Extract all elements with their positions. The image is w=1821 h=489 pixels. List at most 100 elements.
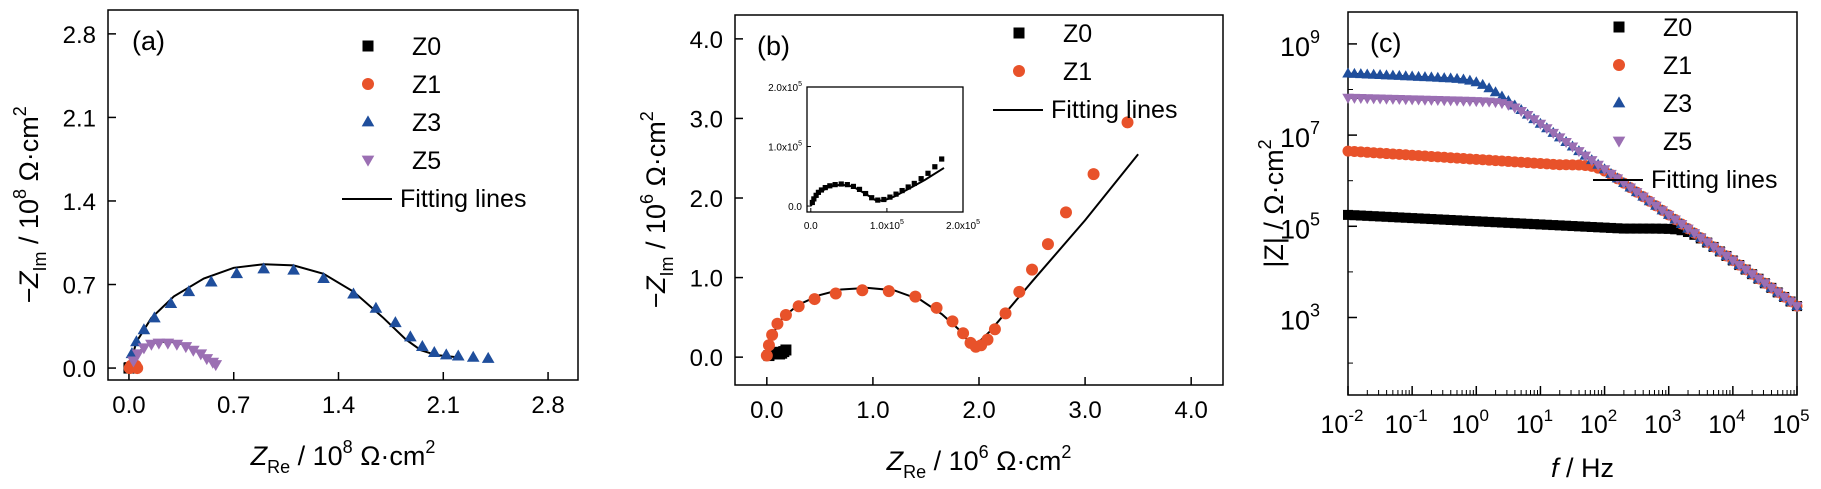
inset-data-point bbox=[887, 194, 893, 200]
x-axis-label: ZRe / 106 Ω·cm2 bbox=[886, 442, 1072, 482]
data-point-z0 bbox=[1432, 214, 1443, 225]
x-tick-label: 103 bbox=[1644, 406, 1681, 439]
data-point-z5 bbox=[127, 356, 140, 368]
data-point-z3 bbox=[451, 349, 465, 361]
data-point-z5 bbox=[1560, 137, 1572, 148]
inset-data-point bbox=[939, 156, 945, 162]
legend-label-z1: Z1 bbox=[412, 71, 441, 99]
data-point-z3 bbox=[148, 311, 161, 323]
data-point-z0 bbox=[1580, 221, 1591, 232]
data-point-z0 bbox=[1439, 214, 1450, 225]
panel-c-bode-plot: 10-2 10-1 100 101 102 103 104 105 103 105 107 109 (c… bbox=[1255, 11, 1810, 483]
data-point-z3 bbox=[182, 285, 196, 297]
data-point-z5 bbox=[152, 338, 166, 350]
data-point-z1 bbox=[1041, 238, 1054, 251]
data-point-z1 bbox=[808, 293, 821, 306]
data-point-z5 bbox=[1598, 165, 1611, 176]
data-point-z5 bbox=[1624, 183, 1636, 194]
data-point-z5 bbox=[1720, 251, 1733, 262]
inset-frame bbox=[806, 86, 964, 213]
inset-data-point bbox=[822, 184, 828, 191]
legend-marker-z5 bbox=[361, 155, 375, 167]
data-point-z3 bbox=[481, 351, 495, 363]
fit-line bbox=[127, 263, 459, 369]
data-point-z5 bbox=[1656, 206, 1669, 217]
y-tick-label: 1.4 bbox=[63, 189, 96, 216]
data-point-z5 bbox=[1573, 147, 1585, 158]
x-tick-label: 4.0 bbox=[1174, 397, 1207, 424]
data-point-z1 bbox=[829, 287, 842, 300]
x-axis-label: ZRe / 108 Ω·cm2 bbox=[250, 437, 436, 477]
data-point-z0 bbox=[1368, 211, 1379, 222]
data-point-z3 bbox=[287, 263, 300, 275]
legend-label-z3: Z3 bbox=[1663, 90, 1692, 118]
data-point-z5 bbox=[1541, 124, 1553, 135]
x-tick-label: 0.0 bbox=[112, 392, 145, 419]
data-point-z3 bbox=[1476, 78, 1489, 89]
data-point-z0 bbox=[1650, 223, 1661, 234]
data-point-z0 bbox=[1541, 219, 1552, 230]
y-tick-label: 2.8 bbox=[63, 22, 96, 49]
data-point-z0 bbox=[1535, 219, 1546, 230]
y-tick-label: 2.1 bbox=[63, 105, 96, 132]
data-point-z5 bbox=[1521, 110, 1534, 121]
data-point-z5 bbox=[1701, 238, 1713, 249]
y-tick-label: 0.0 bbox=[63, 356, 96, 383]
data-point-z1 bbox=[957, 327, 970, 340]
data-point-z3 bbox=[1470, 76, 1483, 87]
data-point-z0 bbox=[1477, 216, 1488, 227]
data-point-z0 bbox=[1362, 210, 1373, 221]
y-axis-label: |Z| / Ω·cm2 bbox=[1255, 139, 1289, 267]
data-point-z5 bbox=[1707, 242, 1720, 253]
data-point-z0 bbox=[1419, 213, 1430, 224]
panel-a-frame bbox=[107, 9, 579, 381]
data-point-z0 bbox=[1567, 221, 1578, 232]
data-point-z5 bbox=[1733, 261, 1746, 272]
legend-marker-z1 bbox=[1613, 59, 1625, 71]
legend-label-z0: Z0 bbox=[412, 33, 441, 61]
data-point-z0 bbox=[1381, 211, 1392, 222]
inset-y-tick-label: 1.0x105 bbox=[768, 141, 802, 154]
data-point-z0 bbox=[1503, 217, 1514, 228]
data-point-z0 bbox=[1516, 218, 1527, 229]
data-point-z5 bbox=[1784, 297, 1797, 308]
data-point-z0 bbox=[1573, 221, 1584, 232]
data-point-z3 bbox=[317, 271, 330, 283]
data-point-z0 bbox=[1586, 221, 1597, 232]
data-point-z3 bbox=[427, 345, 441, 357]
legend-label-fitting-lines: Fitting lines bbox=[400, 185, 526, 213]
data-point-z5 bbox=[1650, 201, 1662, 212]
x-tick-label: 0.7 bbox=[217, 392, 250, 419]
data-point-z1 bbox=[882, 285, 895, 298]
data-point-z1 bbox=[856, 284, 869, 297]
panel-a-nyquist-plot: 0.0 0.7 1.4 2.1 2.8 0.0 0.7 1.4 2.1 2.8 (a) ZRe / 1… bbox=[10, 9, 579, 477]
x-tick-label: 2.8 bbox=[531, 392, 564, 419]
legend-marker-z5 bbox=[1612, 136, 1626, 148]
data-point-z3 bbox=[164, 297, 178, 309]
data-point-z5 bbox=[1534, 119, 1547, 130]
data-point-z5 bbox=[145, 339, 158, 351]
panel-label: (a) bbox=[132, 26, 165, 56]
x-tick-label: 101 bbox=[1516, 406, 1553, 439]
data-point-z1 bbox=[1059, 206, 1072, 219]
data-point-z5 bbox=[1791, 302, 1803, 313]
data-point-z0 bbox=[1484, 216, 1495, 227]
y-tick-label: 109 bbox=[1280, 27, 1320, 62]
x-tick-label: 10-1 bbox=[1385, 406, 1428, 439]
legend-marker-z3 bbox=[361, 115, 375, 127]
data-point-z5 bbox=[209, 360, 223, 372]
data-point-z0 bbox=[1554, 220, 1565, 231]
inset-data-point bbox=[827, 183, 833, 189]
data-point-z0 bbox=[1407, 213, 1418, 224]
data-point-z5 bbox=[1509, 103, 1521, 114]
data-point-z0 bbox=[1548, 220, 1559, 231]
data-point-z0 bbox=[1496, 217, 1507, 228]
inset-data-point bbox=[905, 184, 911, 190]
legend-label-fitting-lines: Fitting lines bbox=[1651, 166, 1777, 194]
data-point-z3 bbox=[1496, 90, 1508, 101]
data-point-z1 bbox=[988, 323, 1001, 336]
data-point-z0 bbox=[1644, 223, 1655, 234]
data-point-z5 bbox=[131, 349, 145, 361]
inset-x-tick-label: 2.0x105 bbox=[946, 219, 980, 232]
